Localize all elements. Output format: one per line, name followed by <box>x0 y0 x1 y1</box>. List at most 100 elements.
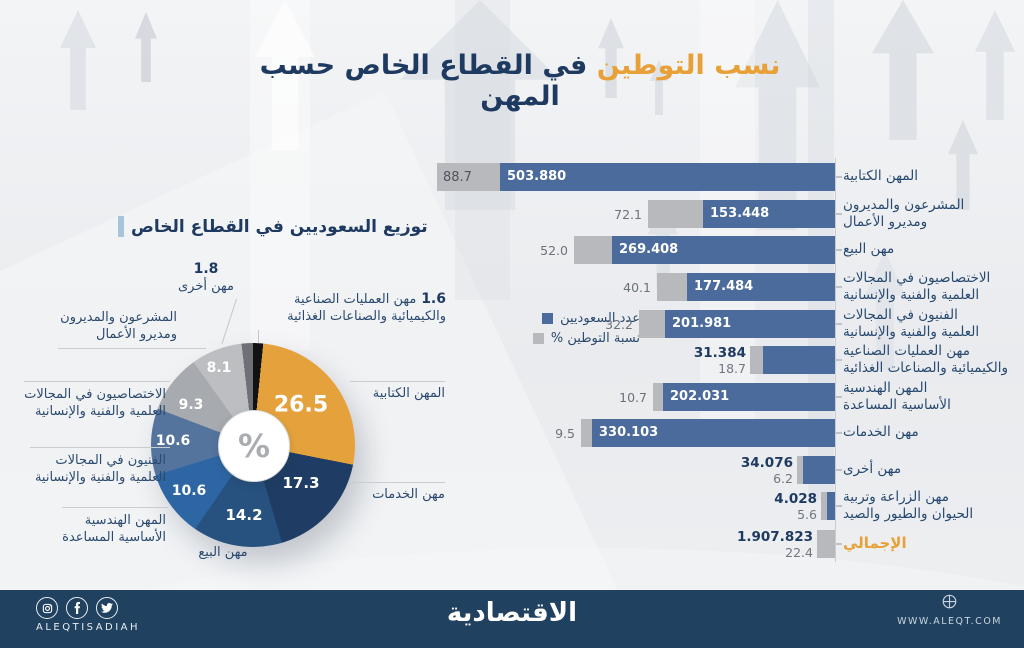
pct-bar <box>581 419 592 447</box>
percent-symbol: % <box>237 427 271 465</box>
website-url: WWW.ALEQT.COM <box>897 616 1002 627</box>
facebook-icon[interactable] <box>66 597 88 619</box>
background-arrow <box>872 0 934 140</box>
social-icons <box>36 597 118 619</box>
title-accent-tick <box>118 216 124 237</box>
count-bar <box>592 419 835 447</box>
legend-label: عدد السعوديين <box>560 311 640 326</box>
bar-count-value: 4.028 <box>774 491 817 507</box>
background-arrow <box>60 10 96 110</box>
count-bar <box>827 492 835 520</box>
count-bar <box>665 310 835 338</box>
bar-count-value: 153.448 <box>710 206 770 221</box>
pie-callout-label: 1.8 مهن أخرى <box>178 261 234 294</box>
bar-row-label: المشرعون والمديرون ومديرو الأعمال <box>843 197 965 230</box>
pie-slice-value: 10.6 <box>171 483 207 499</box>
pie-callout-label: المشرعون والمديرون ومديرو الأعمال <box>60 310 177 342</box>
pie-callout-rule <box>62 507 168 508</box>
bar-pct-value: 40.1 <box>623 280 651 295</box>
aleqtisadiah-logo: الاقتصادية <box>446 598 578 628</box>
pct-bar <box>639 310 665 338</box>
count-bar <box>803 456 835 484</box>
pct-bar <box>574 236 612 264</box>
pie-callout-rule <box>24 381 170 382</box>
page-title-highlight: نسب التوطين <box>596 50 781 81</box>
pie-callout-rule <box>352 482 445 483</box>
bar-row-label: مهن العمليات الصناعية والكيميائية والصناع… <box>843 343 1008 376</box>
pie-slice-value: 14.2 <box>225 506 263 524</box>
bar-row-label: مهن الزراعة وتربية الحيوان والطيور والصيد <box>843 489 974 522</box>
bar-value-stack: 34.076 6.2 <box>669 455 793 487</box>
pie-callout-rule <box>350 381 445 382</box>
globe-icon <box>942 594 957 609</box>
pie-slice-value: 26.5 <box>273 392 329 418</box>
background-stripe <box>455 0 510 300</box>
count-bar <box>663 383 835 411</box>
count-bar <box>703 200 835 228</box>
axis-tick <box>836 323 842 325</box>
bar-pct-value: 52.0 <box>540 243 568 258</box>
bar-count-value: 503.880 <box>507 169 567 184</box>
bar-pct-value: 9.5 <box>555 426 575 441</box>
legend-swatch <box>542 313 554 324</box>
background-stripe <box>250 0 310 350</box>
bar-pct-value: 5.6 <box>797 507 817 522</box>
bar-value-stack: 4.028 5.6 <box>693 491 817 523</box>
pct-bar <box>648 200 703 228</box>
page-title-rest: في القطاع الخاص حسب المهن <box>259 50 597 112</box>
bar-row-label: الاختصاصيون في المجالات العلمية والفنية و… <box>843 270 991 303</box>
bar-pct-value: 88.7 <box>443 170 472 185</box>
bar-count-value: 177.484 <box>694 279 754 294</box>
axis-tick <box>836 469 842 471</box>
bar-chart-axis <box>835 158 836 562</box>
bar-row-label: الفنيون في المجالات العلمية والفنية والإن… <box>843 307 980 340</box>
bar-chart-legend: عدد السعوديين نسبة التوطين % <box>440 311 640 346</box>
pie-callout-label: المهن الكتابية <box>372 386 445 401</box>
bar-count-value: 34.076 <box>740 455 793 471</box>
legend-item: نسبة التوطين % <box>440 331 640 346</box>
axis-tick <box>836 176 842 178</box>
twitter-icon[interactable] <box>96 597 118 619</box>
background-arrow <box>975 10 1015 120</box>
pct-bar <box>817 530 835 558</box>
bar-count-value: 201.981 <box>672 316 732 331</box>
pie-center: % <box>218 410 290 482</box>
bar-count-value: 31.384 <box>693 345 746 361</box>
axis-tick <box>836 432 842 434</box>
footer-bar: ALEQTISADIAH الاقتصادية WWW.ALEQT.COM <box>0 590 1024 648</box>
bar-pct-value: 32.2 <box>605 317 633 332</box>
count-bar <box>763 346 835 374</box>
page-title: نسب التوطين في القطاع الخاص حسب المهن <box>230 50 810 112</box>
bar-pct-value: 6.2 <box>773 471 793 486</box>
pct-bar <box>750 346 763 374</box>
legend-item: عدد السعوديين <box>440 311 640 326</box>
axis-tick <box>836 249 842 251</box>
brand-name: ALEQTISADIAH <box>36 622 141 633</box>
pct-bar <box>821 492 827 520</box>
pie-title-text: توزيع السعوديين في القطاع الخاص <box>131 216 428 237</box>
pie-callout-label: الاختصاصيون في المجالات العلمية والفنية و… <box>24 387 166 419</box>
bar-pct-value: 10.7 <box>619 390 647 405</box>
pie-slice-value: 9.3 <box>178 397 204 413</box>
bar-pct-value: 18.7 <box>718 361 746 376</box>
bar-pct-value: 22.4 <box>785 545 813 560</box>
count-bar <box>500 163 835 191</box>
pie-callout-label: المهن الهندسية الأساسية المساعدة <box>62 513 166 545</box>
pie-callout-label: مهن الخدمات <box>372 487 445 502</box>
website-block[interactable]: WWW.ALEQT.COM <box>897 594 1002 627</box>
pct-bar <box>797 456 803 484</box>
pie-callout-label: مهن البيع <box>198 545 248 560</box>
pie-slice-value: 8.1 <box>206 360 232 376</box>
instagram-icon[interactable] <box>36 597 58 619</box>
count-bar <box>612 236 835 264</box>
bar-count-value: 269.408 <box>619 242 679 257</box>
pie-callout-label: 1.6 مهن العمليات الصناعية والكيميائية وال… <box>287 291 446 324</box>
axis-tick <box>836 505 842 507</box>
bar-row-label: مهن البيع <box>843 241 895 257</box>
bar-pct-value: 72.1 <box>614 207 642 222</box>
axis-tick <box>836 396 842 398</box>
callout-leader-line <box>258 330 259 343</box>
bar-count-value: 1.907.823 <box>736 529 813 545</box>
pie-callout-rule <box>58 348 206 349</box>
